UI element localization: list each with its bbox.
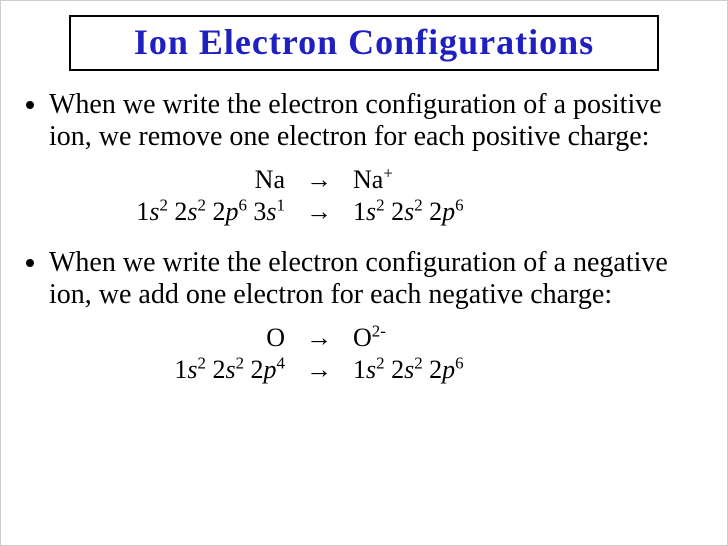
config-right: 1s2 2s2 2p6 xyxy=(339,355,579,385)
content-list: When we write the electron configuration… xyxy=(49,89,727,385)
bullet-item: When we write the electron configuration… xyxy=(49,247,697,385)
title-box: Ion Electron Configurations xyxy=(69,15,659,71)
bullet-text: When we write the electron configuration… xyxy=(49,89,662,152)
config-row: 1s2 2s2 2p6 3s1 → 1s2 2s2 2p6 xyxy=(79,197,697,227)
arrow: → xyxy=(299,355,339,385)
symbol-right: O2- xyxy=(339,323,579,353)
bullet-text: When we write the electron configuration… xyxy=(49,247,668,310)
arrow: → xyxy=(299,197,339,227)
symbol-row: Na → Na+ xyxy=(79,165,697,195)
config-left: 1s2 2s2 2p6 3s1 xyxy=(79,197,299,227)
slide-title: Ion Electron Configurations xyxy=(134,22,594,62)
symbol-right: Na+ xyxy=(339,165,579,195)
config-left: 1s2 2s2 2p4 xyxy=(79,355,299,385)
config-right: 1s2 2s2 2p6 xyxy=(339,197,579,227)
symbol-left: Na xyxy=(79,165,299,195)
bullet-item: When we write the electron configuration… xyxy=(49,89,697,227)
arrow: → xyxy=(299,323,339,353)
config-block: O → O2- 1s2 2s2 2p4 → 1s2 2s2 2p6 xyxy=(49,323,697,385)
config-block: Na → Na+ 1s2 2s2 2p6 3s1 → 1s2 2s2 2p6 xyxy=(49,165,697,227)
symbol-row: O → O2- xyxy=(79,323,697,353)
config-row: 1s2 2s2 2p4 → 1s2 2s2 2p6 xyxy=(79,355,697,385)
arrow: → xyxy=(299,165,339,195)
symbol-left: O xyxy=(79,323,299,353)
